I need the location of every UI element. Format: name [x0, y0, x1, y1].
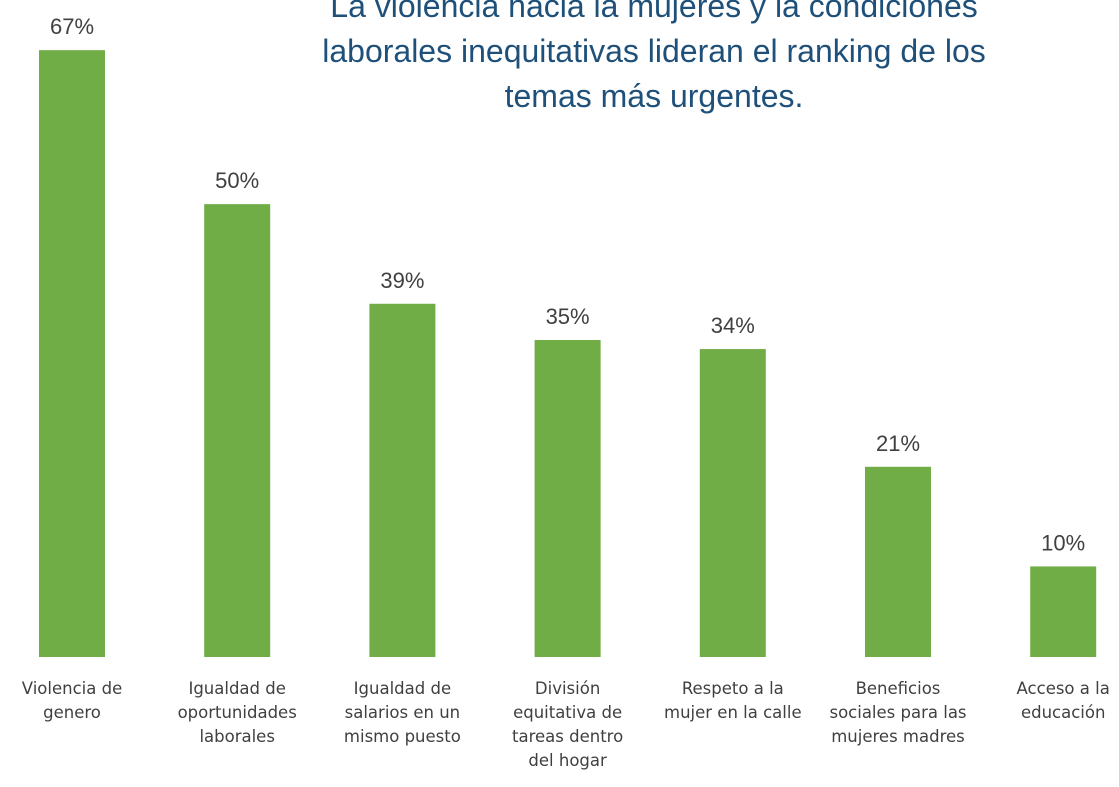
value-label: 10% [1041, 530, 1085, 555]
bar [865, 466, 931, 657]
value-label: 35% [546, 304, 590, 329]
value-label: 34% [711, 313, 755, 338]
bar [534, 340, 601, 657]
x-tick-label: Igualdad de salarios en un mismo puesto [343, 679, 461, 746]
bar [699, 349, 766, 657]
bar [369, 303, 436, 657]
value-label: 39% [380, 268, 424, 293]
x-tick-label: Beneficios sociales para las mujeres mad… [829, 679, 967, 746]
x-tick-label: Acceso a la educación [1016, 679, 1110, 722]
x-tick-label: Respeto a la mujer en la calle [664, 679, 802, 722]
bar [204, 204, 271, 657]
x-tick-label: División equitativa de tareas dentro del… [512, 679, 624, 770]
value-label: 21% [876, 431, 920, 456]
chart-title: La violencia hacia la mujeres y la condi… [322, 0, 986, 114]
value-label: 67% [50, 14, 94, 39]
value-label: 50% [215, 168, 259, 193]
x-tick-label: Violencia de genero [21, 679, 123, 722]
bar [1030, 566, 1097, 657]
bar [39, 50, 105, 657]
x-tick-label: Igualdad de oportunidades laborales [177, 679, 297, 746]
